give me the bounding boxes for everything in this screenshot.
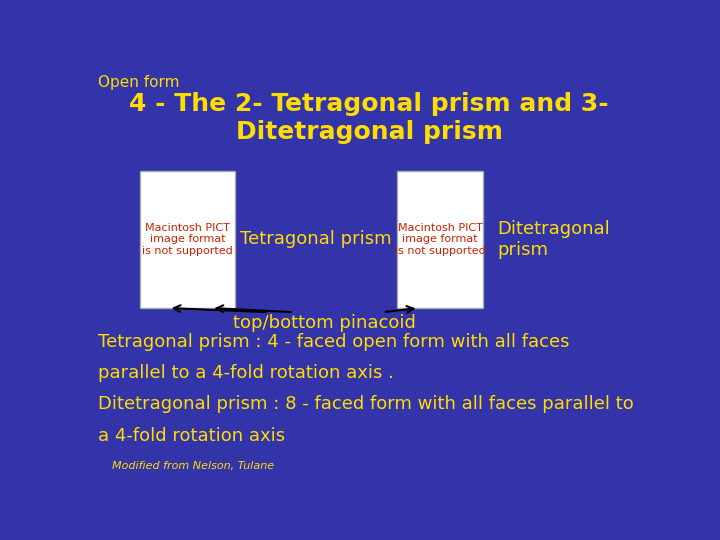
Bar (397, 171, 483, 308)
Text: Modified from Nelson, Tulane: Modified from Nelson, Tulane (112, 462, 274, 471)
Text: 4 - The 2- Tetragonal prism and 3-
Ditetragonal prism: 4 - The 2- Tetragonal prism and 3- Ditet… (129, 92, 609, 144)
Text: Macintosh PICT
image format
is not supported: Macintosh PICT image format is not suppo… (395, 223, 485, 256)
Text: Tetragonal prism : 4 - faced open form with all faces: Tetragonal prism : 4 - faced open form w… (99, 333, 570, 351)
Text: Ditetragonal prism : 8 - faced form with all faces parallel to: Ditetragonal prism : 8 - faced form with… (99, 395, 634, 413)
Text: top/bottom pinacoid: top/bottom pinacoid (233, 314, 415, 332)
Text: Ditetragonal
prism: Ditetragonal prism (498, 220, 610, 259)
Text: Open form: Open form (99, 75, 180, 90)
Text: Macintosh PICT
image format
is not supported: Macintosh PICT image format is not suppo… (143, 223, 233, 256)
Text: parallel to a 4-fold rotation axis .: parallel to a 4-fold rotation axis . (99, 364, 395, 382)
Bar (140, 171, 235, 308)
Text: Tetragonal prism: Tetragonal prism (240, 231, 392, 248)
Text: a 4-fold rotation axis: a 4-fold rotation axis (99, 427, 286, 444)
